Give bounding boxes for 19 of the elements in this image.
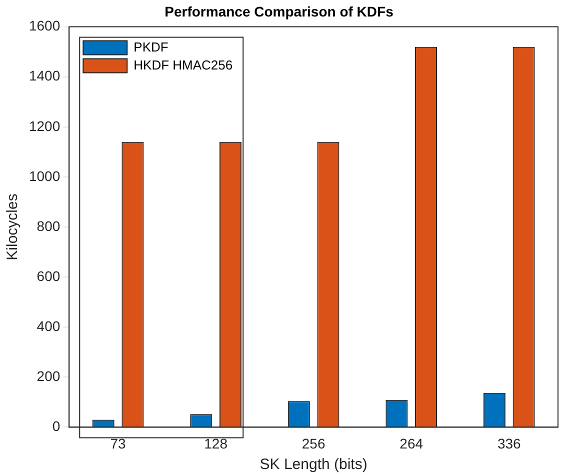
chart-title: Performance Comparison of KDFs — [164, 3, 394, 20]
y-tick-label: 1000 — [28, 168, 60, 184]
y-tick-label: 0 — [52, 418, 60, 434]
x-axis-title: SK Length (bits) — [260, 456, 368, 474]
y-tick-label: 1600 — [28, 18, 60, 34]
legend-label: PKDF — [134, 39, 168, 54]
x-tick-label: 264 — [400, 435, 424, 452]
y-tick-label: 1400 — [28, 68, 60, 84]
legend-label: HKDF HMAC256 — [134, 57, 233, 72]
y-tick-label: 1200 — [28, 118, 60, 134]
x-tick-label: 336 — [497, 435, 522, 452]
x-tick-label: 256 — [302, 435, 326, 452]
y-tick-label: 400 — [36, 318, 60, 334]
y-tick-label: 600 — [36, 268, 60, 284]
y-tick-label: 800 — [36, 218, 60, 234]
x-tick-label: 128 — [204, 435, 228, 452]
y-tick-label: 200 — [36, 368, 60, 384]
y-axis-title: Kilocycles — [4, 194, 22, 260]
x-tick-label: 73 — [110, 435, 126, 452]
